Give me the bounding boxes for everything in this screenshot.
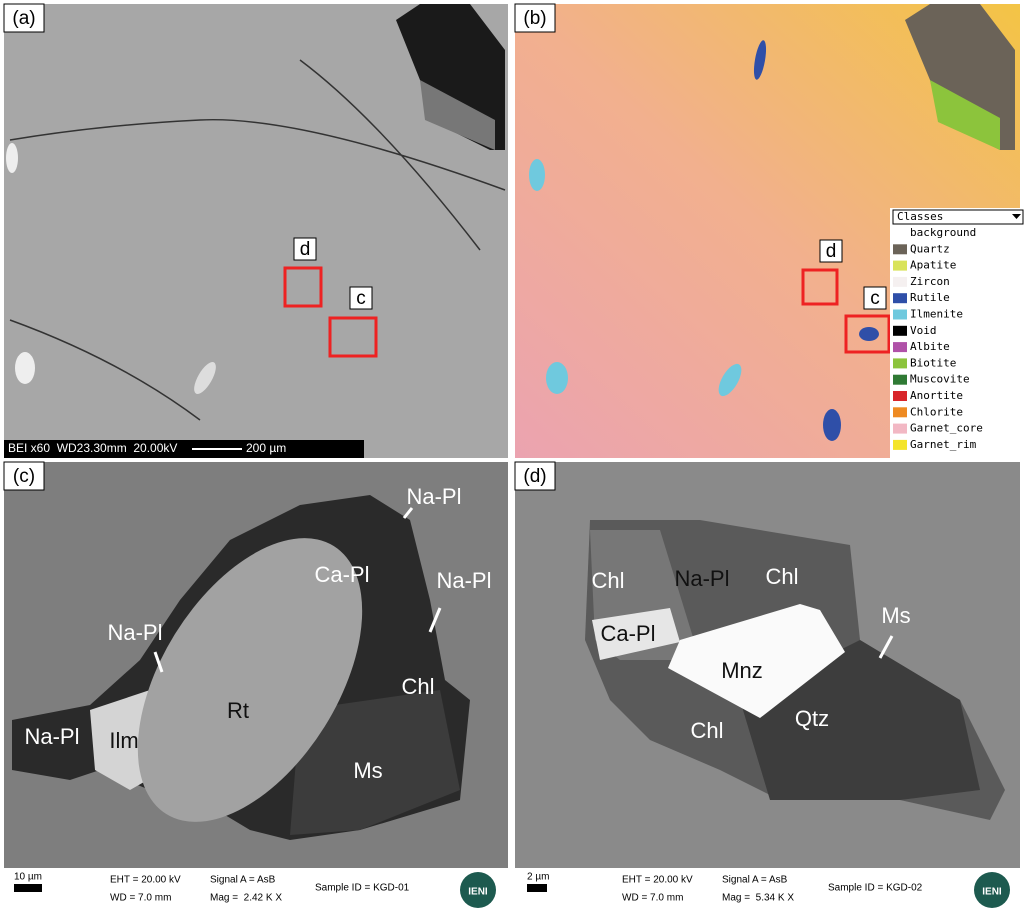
scale-length: 2 µm <box>527 872 549 883</box>
panel-label: (a) <box>12 8 35 29</box>
legend-swatch <box>893 244 907 254</box>
annotation: Ca-Pl <box>600 621 655 646</box>
annotation: Na-Pl <box>24 724 79 749</box>
wd: WD = 7.0 mm <box>110 893 171 904</box>
annotation: Na-Pl <box>674 566 729 591</box>
grain <box>15 352 35 384</box>
box-label: d <box>300 239 311 260</box>
sample-id: Sample ID = KGD-02 <box>828 883 923 894</box>
panel-c: Na-Pl Na-Pl Ca-Pl Na-Pl Na-Pl Ilm Rt Chl… <box>4 462 508 908</box>
legend-label: Void <box>910 324 937 337</box>
panel-a: d c BEI x60 WD23.30mm 20.00kV 200 µm (a) <box>4 4 508 458</box>
grain <box>529 159 545 191</box>
legend-swatch <box>893 277 907 287</box>
legend-swatch <box>893 261 907 271</box>
signal: Signal A = AsB <box>722 875 788 886</box>
annotation: Mnz <box>721 658 763 683</box>
box-label: c <box>870 288 880 309</box>
scale-length: 200 µm <box>246 441 286 455</box>
annotation: Ms <box>353 758 382 783</box>
legend-swatch <box>893 293 907 303</box>
legend-label: Albite <box>910 340 950 353</box>
legend-swatch <box>893 424 907 434</box>
panel-label: (c) <box>13 466 35 487</box>
figure: d c BEI x60 WD23.30mm 20.00kV 200 µm (a)… <box>0 0 1024 911</box>
box-label: c <box>356 288 366 309</box>
panel-b: d c Classes background Quartz Apatite Zirco… <box>515 4 1024 458</box>
annotation: Chl <box>591 568 624 593</box>
legend-label: Anortite <box>910 389 963 402</box>
legend-label: Apatite <box>910 259 956 272</box>
signal: Signal A = AsB <box>210 875 276 886</box>
legend-label: Zircon <box>910 275 950 288</box>
annotation: Chl <box>765 564 798 589</box>
panel-d: Chl Na-Pl Chl Ms Ca-Pl Mnz Chl Qtz (d) 2… <box>515 462 1020 908</box>
footer: 2 µm EHT = 20.00 kV WD = 7.0 mm Signal A… <box>515 868 1020 908</box>
box-label: d <box>826 241 837 262</box>
logo-text: IENI <box>982 887 1002 898</box>
legend-swatch <box>893 342 907 352</box>
legend-label: Ilmenite <box>910 308 963 321</box>
annotation: Ms <box>881 603 910 628</box>
eht: EHT = 20.00 kV <box>622 875 693 886</box>
legend-label: Garnet_core <box>910 422 983 435</box>
legend-swatch <box>893 310 907 320</box>
scale-bar <box>14 884 42 892</box>
legend-swatch <box>893 391 907 401</box>
annotation: Qtz <box>795 706 829 731</box>
legend-label: background <box>910 226 976 239</box>
legend-swatch <box>893 440 907 450</box>
footer: 10 µm EHT = 20.00 kV WD = 7.0 mm Signal … <box>4 868 508 908</box>
mag: Mag = 5.34 K X <box>722 893 794 904</box>
annotation: Chl <box>690 718 723 743</box>
legend-label: Biotite <box>910 356 956 369</box>
legend-label: Chlorite <box>910 405 963 418</box>
legend-label: Quartz <box>910 242 950 255</box>
legend-swatch <box>893 375 907 385</box>
mag: Mag = 2.42 K X <box>210 893 282 904</box>
annotation: Na-Pl <box>436 568 491 593</box>
legend-swatch <box>893 407 907 417</box>
panel-label: (b) <box>523 8 546 29</box>
grain <box>546 362 568 394</box>
annotation: Na-Pl <box>107 620 162 645</box>
legend-title: Classes <box>897 210 943 223</box>
annotation: Chl <box>401 674 434 699</box>
grain <box>823 409 841 441</box>
scale-length: 10 µm <box>14 872 42 883</box>
scale-bar <box>527 884 547 892</box>
legend-swatch <box>893 326 907 336</box>
legend-label: Rutile <box>910 291 950 304</box>
grain <box>6 143 18 173</box>
annotation: Rt <box>227 698 249 723</box>
legend: Classes background Quartz Apatite Zircon Rut… <box>890 208 1024 458</box>
panel-label: (d) <box>523 466 546 487</box>
annotation: Ilm <box>109 728 138 753</box>
grain <box>859 327 879 341</box>
annotation: Na-Pl <box>406 484 461 509</box>
eht: EHT = 20.00 kV <box>110 875 181 886</box>
sample-id: Sample ID = KGD-01 <box>315 883 410 894</box>
legend-swatch <box>893 228 907 238</box>
logo-text: IENI <box>468 887 488 898</box>
wd: WD = 7.0 mm <box>622 893 683 904</box>
scale-info: BEI x60 WD23.30mm 20.00kV <box>8 441 177 455</box>
legend-label: Muscovite <box>910 373 970 386</box>
legend-swatch <box>893 358 907 368</box>
annotation: Ca-Pl <box>314 562 369 587</box>
legend-label: Garnet_rim <box>910 438 977 451</box>
